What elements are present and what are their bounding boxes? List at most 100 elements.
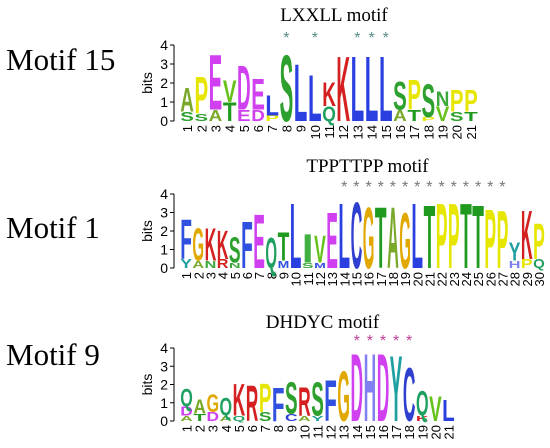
x-tick-label: 27 xyxy=(495,272,510,286)
logo-letter: P xyxy=(448,184,460,288)
x-tick-label: 5 xyxy=(237,125,252,132)
logo-letter: L xyxy=(338,184,350,288)
x-tick-label: 6 xyxy=(240,272,255,279)
logo-letter: T xyxy=(424,188,436,288)
x-tick-label: 7 xyxy=(258,425,273,432)
x-tick-label: 3 xyxy=(203,272,218,279)
logo-letter: T xyxy=(278,224,290,270)
x-tick-label: 16 xyxy=(376,425,391,439)
logo-letter: S xyxy=(302,261,314,270)
x-tick-label: 21 xyxy=(441,425,456,439)
logo-letter: M xyxy=(278,260,290,271)
y-tick-label: 3 xyxy=(160,56,168,72)
motif-label: Motif 9 xyxy=(6,337,100,372)
y-tick-label: 2 xyxy=(160,377,168,393)
x-tick-label: 29 xyxy=(520,272,535,286)
x-tick-label: 8 xyxy=(279,125,294,132)
significance-star: * xyxy=(499,179,505,196)
logo-letter: T xyxy=(223,97,237,127)
logo-letter: L xyxy=(365,37,379,141)
logo-letter: Y xyxy=(509,239,521,267)
x-tick-label: 7 xyxy=(252,272,267,279)
logo-letter: L xyxy=(294,48,308,139)
logo-letter: T xyxy=(460,184,472,288)
logo-letter: S xyxy=(280,36,294,142)
x-tick-label: 19 xyxy=(398,272,413,286)
x-tick-label: 12 xyxy=(336,125,351,139)
x-tick-label: 25 xyxy=(471,272,486,286)
significance-star: * xyxy=(393,333,399,350)
x-tick-label: 18 xyxy=(386,272,401,286)
significance-star: * xyxy=(438,179,444,196)
significance-star: * xyxy=(354,30,360,47)
logo-letter: P xyxy=(194,66,208,125)
logo-letter: T xyxy=(407,108,421,125)
logo-letter: P xyxy=(497,195,509,286)
y-tick-label: 0 xyxy=(160,260,168,276)
logo-letter: F xyxy=(241,209,253,283)
x-tick-label: 4 xyxy=(223,125,238,132)
motif-label: Motif 15 xyxy=(6,42,115,77)
logo-letter: L xyxy=(290,184,302,288)
y-axis-label: bits xyxy=(139,374,155,396)
logo-letter: T xyxy=(193,413,207,424)
y-axis-label: bits xyxy=(139,220,155,242)
logo-letter: G xyxy=(399,196,411,285)
significance-star: * xyxy=(406,333,412,350)
x-tick-label: 18 xyxy=(402,425,417,439)
significance-star: * xyxy=(354,333,360,350)
logo-letter: A xyxy=(387,189,399,287)
logo-letter: K xyxy=(416,414,430,423)
significance-star: * xyxy=(283,30,289,47)
logo-letter: Q xyxy=(180,384,193,412)
x-tick-label: 26 xyxy=(483,272,498,286)
y-tick-label: 0 xyxy=(160,113,168,129)
x-tick-label: 1 xyxy=(180,125,195,132)
y-tick-label: 3 xyxy=(160,358,168,374)
logo-letter: G xyxy=(363,189,375,287)
logo-letter: E xyxy=(251,69,265,120)
logo-letter: N xyxy=(229,261,242,270)
logo-letter: R xyxy=(217,256,229,271)
logo-letter: S xyxy=(393,75,407,119)
x-tick-label: 17 xyxy=(407,125,422,139)
logo-letter: A xyxy=(180,82,194,120)
logo-letter: Q xyxy=(265,229,277,278)
logo-letter: V xyxy=(436,103,450,126)
x-tick-label: 15 xyxy=(379,125,394,139)
x-tick-label: 13 xyxy=(325,272,340,286)
logo-letter: S xyxy=(285,373,298,424)
significance-star: * xyxy=(475,179,481,196)
y-tick-label: 3 xyxy=(160,205,168,221)
significance-star: * xyxy=(463,179,469,196)
significance-star: * xyxy=(312,30,318,47)
significance-star: * xyxy=(353,179,359,196)
logo-letter: V xyxy=(223,73,237,109)
x-tick-label: 2 xyxy=(193,425,208,432)
logo-letter: F xyxy=(272,378,285,432)
x-tick-label: 1 xyxy=(180,425,195,432)
logo-letter: N xyxy=(436,88,450,111)
logo-letter: A xyxy=(393,108,407,125)
x-tick-label: 18 xyxy=(421,125,436,139)
logo-letter: P xyxy=(450,83,464,119)
motif-title: LXXLL motif xyxy=(280,5,388,26)
x-tick-label: 20 xyxy=(410,272,425,286)
x-tick-label: 20 xyxy=(450,125,465,139)
x-tick-label: 17 xyxy=(374,272,389,286)
logo-letter: C xyxy=(285,413,299,424)
x-tick-label: 1 xyxy=(179,272,194,279)
logo-letter: H xyxy=(364,335,377,442)
y-tick-label: 2 xyxy=(160,223,168,239)
significance-star: * xyxy=(368,30,374,47)
logo-letter: S xyxy=(180,109,194,124)
logo-letter: C xyxy=(403,353,416,438)
logo-letter: T xyxy=(375,189,387,287)
x-tick-label: 30 xyxy=(532,272,547,286)
x-tick-label: 23 xyxy=(447,272,462,286)
logo-letter: D xyxy=(377,335,390,442)
x-tick-label: 15 xyxy=(349,272,364,286)
logo-letter: P xyxy=(484,191,496,286)
logo-letter: D xyxy=(180,405,193,419)
